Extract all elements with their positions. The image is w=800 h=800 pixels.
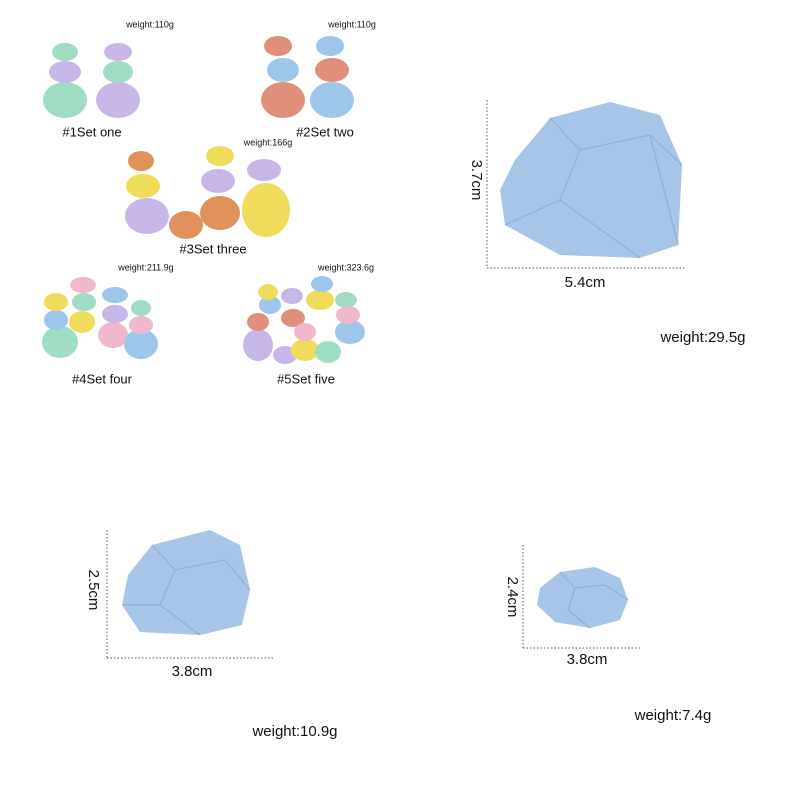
stone xyxy=(169,211,203,239)
facet xyxy=(567,587,591,629)
stone xyxy=(242,183,290,237)
large-stone-panel: 3.7cm 5.4cm weight:29.5g xyxy=(468,100,746,346)
stone xyxy=(96,82,140,118)
stone xyxy=(294,323,316,341)
stone xyxy=(124,329,158,359)
stone xyxy=(259,296,281,314)
set-label: #2Set two xyxy=(296,124,354,139)
sets-panel: weight:110g #1Set one weight:110g #2Set two… xyxy=(42,19,376,386)
stone xyxy=(311,276,333,292)
stone xyxy=(201,169,235,193)
stone xyxy=(44,310,68,330)
stone xyxy=(267,58,299,82)
weight-label: weight:7.4g xyxy=(634,707,712,724)
facet xyxy=(649,134,679,246)
stone xyxy=(247,159,281,181)
stone xyxy=(281,309,305,327)
weight-label: weight:10.9g xyxy=(251,723,337,740)
stone xyxy=(315,58,349,82)
stone xyxy=(335,320,365,344)
stone xyxy=(261,82,305,118)
set-label: #1Set one xyxy=(62,124,121,139)
small-stone-panel: 2.4cm 3.8cm weight:7.4g xyxy=(504,545,711,724)
stone xyxy=(52,43,78,61)
facet xyxy=(549,117,683,166)
stone xyxy=(306,290,334,310)
stone xyxy=(243,329,273,361)
width-label: 5.4cm xyxy=(565,274,606,291)
stone xyxy=(102,287,128,303)
stone xyxy=(316,36,344,56)
stone xyxy=(273,346,297,364)
set-weight: weight:166g xyxy=(243,137,293,147)
stone xyxy=(310,82,354,118)
stone xyxy=(104,43,132,61)
stone xyxy=(315,341,341,363)
set-weight: weight:211.9g xyxy=(117,262,173,272)
stone xyxy=(335,292,357,308)
width-label: 3.8cm xyxy=(172,663,213,680)
stone xyxy=(70,277,96,293)
stone xyxy=(103,61,133,83)
medium-stone-panel: 2.5cm 3.8cm weight:10.9g xyxy=(85,530,338,740)
stone xyxy=(336,306,360,324)
stone xyxy=(281,288,303,304)
stone xyxy=(49,61,81,83)
stone xyxy=(200,196,240,230)
stone xyxy=(258,284,278,300)
set-label: #5Set five xyxy=(277,371,335,386)
stone xyxy=(129,316,153,334)
stone xyxy=(537,567,628,628)
stone xyxy=(128,151,154,171)
facet xyxy=(559,571,629,601)
facet xyxy=(151,544,251,591)
stone xyxy=(98,322,128,348)
stone xyxy=(125,198,169,234)
stone xyxy=(69,311,95,333)
set-label: #4Set four xyxy=(72,371,133,386)
stone xyxy=(264,36,292,56)
height-label: 2.4cm xyxy=(504,577,521,618)
stone xyxy=(72,293,96,311)
stone xyxy=(206,146,234,166)
set-weight: weight:110g xyxy=(125,19,174,29)
stone xyxy=(44,293,68,311)
set-weight: weight:110g xyxy=(327,19,376,29)
stone xyxy=(131,300,151,316)
set-weight: weight:323.6g xyxy=(317,262,374,272)
stone xyxy=(102,305,128,323)
height-label: 3.7cm xyxy=(468,160,485,201)
stone xyxy=(42,326,78,358)
stone xyxy=(43,82,87,118)
set-label: #3Set three xyxy=(179,241,246,256)
stone xyxy=(122,530,250,635)
height-label: 2.5cm xyxy=(85,570,102,611)
stone xyxy=(247,313,269,331)
weight-label: weight:29.5g xyxy=(659,329,745,346)
stone xyxy=(291,339,319,361)
facet xyxy=(504,199,561,226)
stone xyxy=(126,174,160,198)
stone xyxy=(500,102,682,258)
width-label: 3.8cm xyxy=(567,651,608,668)
